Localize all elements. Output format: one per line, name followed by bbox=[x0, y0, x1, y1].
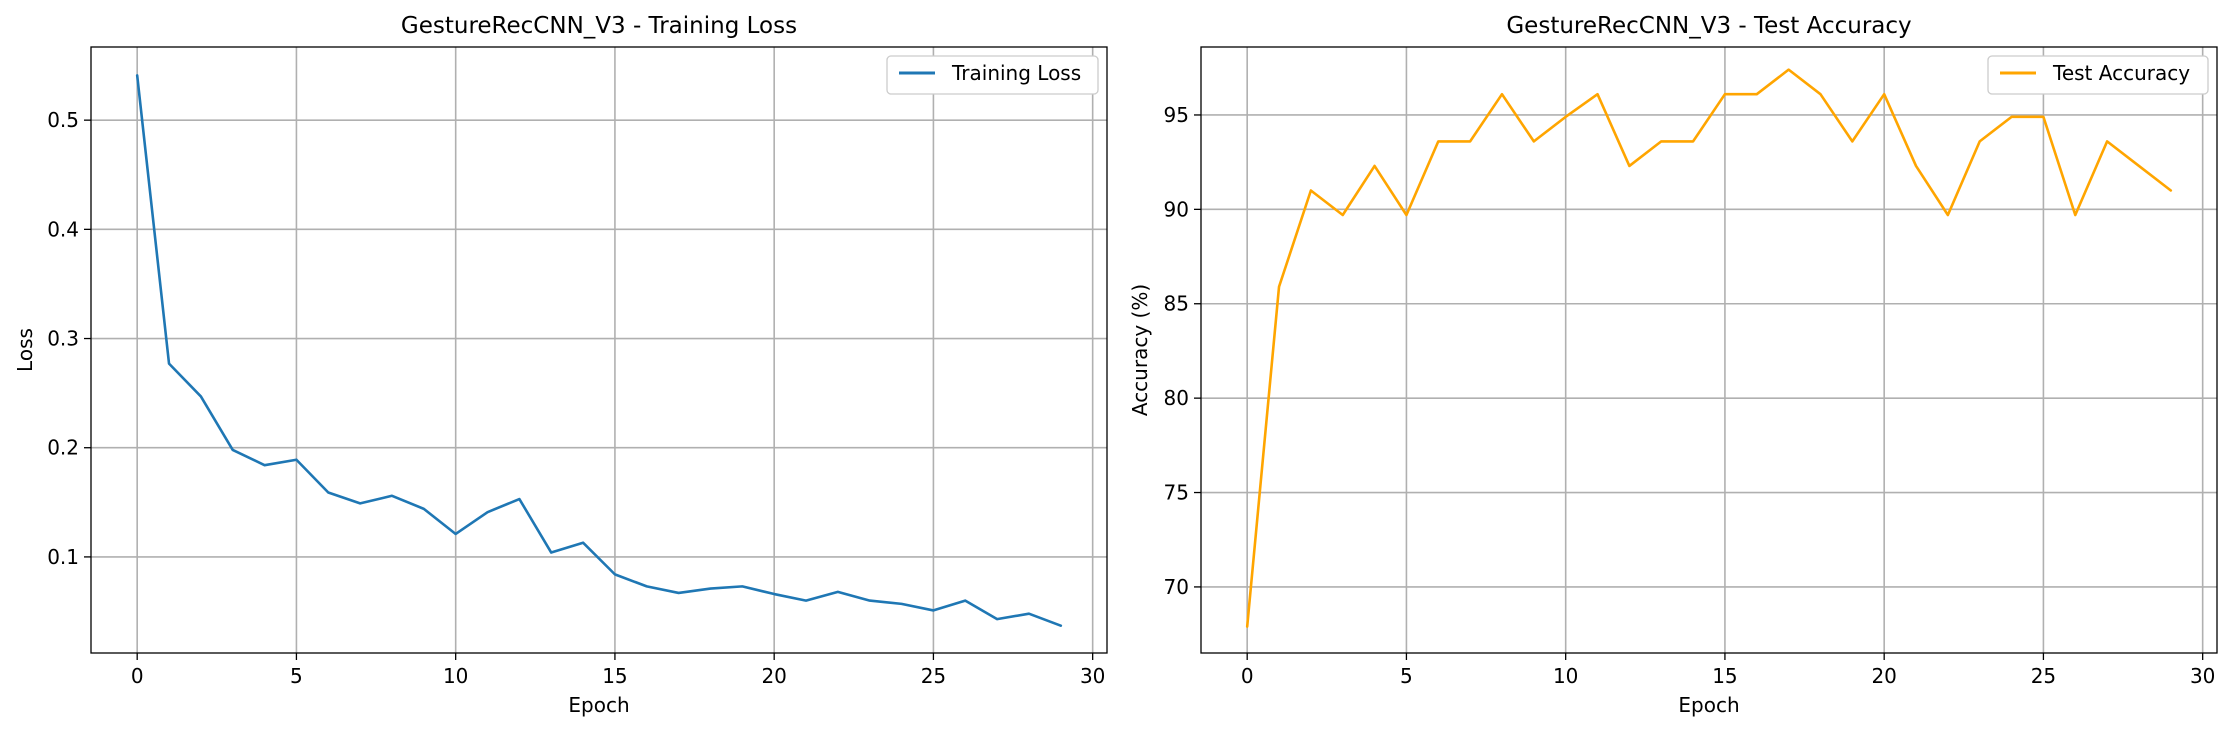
x-tick-label: 0 bbox=[131, 664, 144, 688]
x-tick-label: 10 bbox=[443, 664, 468, 688]
series-line bbox=[1245, 68, 2173, 628]
y-tick-label: 0.2 bbox=[47, 436, 79, 460]
legend-label: Test Accuracy bbox=[2052, 61, 2190, 85]
plot-frame bbox=[1200, 46, 2218, 654]
y-axis-label: Loss bbox=[13, 328, 37, 372]
y-ticks: 70 75 80 85 90 95 bbox=[1164, 103, 1201, 599]
x-tick-label: 25 bbox=[2031, 664, 2056, 688]
y-axis-label: Accuracy (%) bbox=[1128, 284, 1152, 416]
test-accuracy-chart: GestureRecCNN_V3 - Test Accuracy 0 5 10 15 2… bbox=[1128, 13, 2218, 717]
y-tick-label: 95 bbox=[1164, 103, 1189, 127]
x-tick-label: 5 bbox=[290, 664, 303, 688]
x-tick-label: 0 bbox=[1241, 664, 1254, 688]
x-ticks: 0 5 10 15 20 25 30 bbox=[131, 653, 1105, 688]
legend: Test Accuracy bbox=[1987, 55, 2209, 95]
y-tick-label: 0.5 bbox=[47, 108, 79, 132]
series-lines bbox=[1245, 68, 2173, 628]
y-tick-label: 90 bbox=[1164, 197, 1189, 221]
y-tick-label: 75 bbox=[1164, 481, 1189, 505]
legend-frame bbox=[886, 55, 1099, 95]
legend-frame bbox=[1987, 55, 2209, 95]
series-lines bbox=[135, 74, 1063, 628]
x-axis-label: Epoch bbox=[1678, 693, 1739, 717]
x-tick-label: 25 bbox=[921, 664, 946, 688]
chart-title: GestureRecCNN_V3 - Training Loss bbox=[401, 13, 797, 39]
x-tick-label: 30 bbox=[1080, 664, 1105, 688]
x-axis-label: Epoch bbox=[568, 693, 629, 717]
x-tick-label: 15 bbox=[602, 664, 627, 688]
y-tick-label: 80 bbox=[1164, 386, 1189, 410]
grid-lines bbox=[91, 47, 1107, 653]
y-tick-label: 70 bbox=[1164, 575, 1189, 599]
y-ticks: 0.1 0.2 0.3 0.4 0.5 bbox=[47, 108, 91, 569]
x-tick-label: 20 bbox=[761, 664, 786, 688]
legend-label: Training Loss bbox=[951, 61, 1081, 85]
y-tick-label: 85 bbox=[1164, 292, 1189, 316]
y-tick-label: 0.3 bbox=[47, 327, 79, 351]
y-tick-label: 0.1 bbox=[47, 545, 79, 569]
plot-frame bbox=[90, 46, 1108, 654]
x-tick-label: 20 bbox=[1871, 664, 1896, 688]
x-tick-label: 30 bbox=[2190, 664, 2215, 688]
chart-title: GestureRecCNN_V3 - Test Accuracy bbox=[1506, 13, 1911, 39]
series-line bbox=[135, 74, 1063, 628]
legend: Training Loss bbox=[886, 55, 1099, 95]
y-tick-label: 0.4 bbox=[47, 217, 79, 241]
x-tick-label: 10 bbox=[1553, 664, 1578, 688]
grid-lines bbox=[1201, 47, 2217, 653]
x-tick-label: 15 bbox=[1712, 664, 1737, 688]
x-ticks: 0 5 10 15 20 25 30 bbox=[1241, 653, 2215, 688]
training-loss-chart: GestureRecCNN_V3 - Training Loss 0 5 10 15 2… bbox=[13, 13, 1108, 717]
x-tick-label: 5 bbox=[1400, 664, 1413, 688]
